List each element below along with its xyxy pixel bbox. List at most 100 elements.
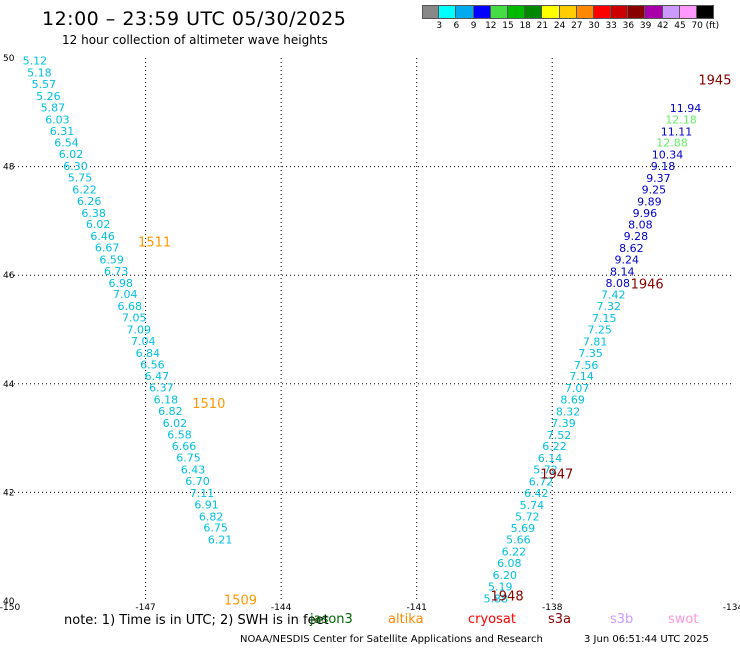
wave-height-value: 5.26 <box>36 90 61 103</box>
legend-label: 39 <box>639 21 652 31</box>
legend-swatch <box>473 5 491 19</box>
pass-time-label: 1945 <box>698 74 731 89</box>
wave-height-value: 7.39 <box>551 417 576 430</box>
wave-height-value: 6.18 <box>154 394 179 407</box>
footer-note: note: 1) Time is in UTC; 2) SWH is in fe… <box>64 613 329 628</box>
lat-tick-label: 44 <box>3 380 15 390</box>
wave-height-value: 6.37 <box>149 382 174 395</box>
pass-time-label: 1948 <box>491 590 524 605</box>
wave-height-value: 6.54 <box>54 137 79 150</box>
legend-swatch <box>697 5 715 19</box>
legend-label: 45 <box>674 21 686 31</box>
pass-time-label: 1509 <box>224 593 257 608</box>
wave-height-value: 7.14 <box>569 370 594 383</box>
wave-height-value: 9.96 <box>633 207 658 220</box>
lon-tick-label: -141 <box>406 603 426 613</box>
footer-date: 3 Jun 06:51:44 UTC 2025 <box>584 634 709 645</box>
wave-height-value: 6.75 <box>203 522 228 535</box>
wave-height-value: 7.15 <box>592 312 617 325</box>
legend-label: 18 <box>519 21 531 31</box>
wave-height-value: 11.94 <box>670 102 702 115</box>
legend-swatch <box>559 5 577 19</box>
wave-height-value: 8.14 <box>610 265 635 278</box>
wave-height-value: 8.69 <box>560 394 585 407</box>
satellite-name: swot <box>668 612 699 627</box>
legend-swatch <box>679 5 697 19</box>
map-grid <box>10 58 733 601</box>
wave-height-value: 6.84 <box>136 347 161 360</box>
wave-height-value: 6.70 <box>185 475 210 488</box>
wave-height-value: 6.82 <box>199 510 224 523</box>
wave-height-value: 12.18 <box>665 113 697 126</box>
wave-height-value: 6.98 <box>108 277 133 290</box>
lon-tick-label: -144 <box>271 603 292 613</box>
lon-tick-label: -134 <box>723 603 740 613</box>
wave-height-value: 5.74 <box>520 499 545 512</box>
wave-height-value: 6.46 <box>90 230 115 243</box>
wave-height-value: 6.66 <box>172 440 197 453</box>
wave-height-value: 6.68 <box>117 300 142 313</box>
pass-time-label: 1947 <box>540 467 573 482</box>
legend-label: 36 <box>622 21 635 31</box>
satellite-name: altika <box>388 612 424 627</box>
legend-swatch <box>422 5 440 19</box>
page-subtitle: 12 hour collection of altimeter wave hei… <box>62 33 328 47</box>
wave-height-value: 6.47 <box>145 370 170 383</box>
wave-height-value: 6.67 <box>95 242 120 255</box>
satellite-name: cryosat <box>468 612 516 627</box>
legend-label: 3 <box>436 21 443 31</box>
wave-height-value: 7.32 <box>596 300 621 313</box>
legend-label: 33 <box>605 21 617 31</box>
legend-unit: (ft) <box>705 21 720 31</box>
wave-height-value: 6.38 <box>81 207 106 220</box>
legend-label: 12 <box>485 21 497 31</box>
wave-height-value: 6.56 <box>140 358 165 371</box>
color-legend: 3 6 9 12 15 18 21 24 27 30 33 36 39 42 45 70 (ft) <box>422 5 719 33</box>
wave-height-value: 7.35 <box>578 347 603 360</box>
legend-swatch <box>662 5 680 19</box>
wave-height-value: 7.11 <box>190 487 215 500</box>
pass-time-label: 1946 <box>631 277 664 292</box>
legend-labels: 3 6 9 12 15 18 21 24 27 30 33 36 39 42 45 70 (ft) <box>422 19 719 33</box>
wave-height-value: 6.08 <box>497 557 522 570</box>
wave-height-value: 6.03 <box>45 113 70 126</box>
wave-height-value: 9.24 <box>615 253 640 266</box>
lat-tick-label: 42 <box>3 488 14 498</box>
wave-height-value: 5.87 <box>41 101 66 114</box>
wave-height-value: 6.26 <box>77 195 102 208</box>
wave-height-value: 6.43 <box>181 464 206 477</box>
lon-tick-label: -147 <box>135 603 155 613</box>
legend-swatch <box>456 5 474 19</box>
wave-height-value: 5.69 <box>511 522 536 535</box>
legend-swatch <box>490 5 508 19</box>
legend-label: 42 <box>657 21 669 31</box>
lat-tick-label: 48 <box>3 163 15 173</box>
legend-swatch <box>628 5 646 19</box>
wave-height-value: 8.08 <box>628 219 653 232</box>
legend-swatch <box>593 5 612 19</box>
wave-height-value: 6.22 <box>502 546 527 559</box>
legend-label: 21 <box>536 21 549 31</box>
wave-height-value: 6.91 <box>194 498 219 511</box>
wave-height-value: 6.42 <box>524 487 549 500</box>
wave-height-value: 7.42 <box>601 289 626 302</box>
legend-swatch <box>611 5 629 19</box>
legend-label: 30 <box>588 21 600 31</box>
lat-tick-label: 40 <box>3 597 15 607</box>
legend-swatch <box>525 5 543 19</box>
wave-height-value: 6.82 <box>158 405 183 418</box>
legend-label: 27 <box>571 21 583 31</box>
legend-swatch <box>507 5 526 19</box>
wave-height-value: 7.09 <box>127 324 152 337</box>
map-wave-points: 5.125.185.575.265.876.036.316.546.026.30… <box>23 55 702 606</box>
wave-height-value: 5.12 <box>23 55 48 68</box>
legend-label: 70 <box>691 21 703 31</box>
legend-label: 15 <box>502 21 514 31</box>
wave-height-value: 8.62 <box>619 242 644 255</box>
wave-height-value: 7.56 <box>574 359 599 372</box>
wave-height-value: 6.02 <box>163 417 188 430</box>
wave-height-value: 6.22 <box>542 440 567 453</box>
wave-height-value: 7.07 <box>565 382 590 395</box>
wave-height-value: 6.20 <box>493 569 518 582</box>
